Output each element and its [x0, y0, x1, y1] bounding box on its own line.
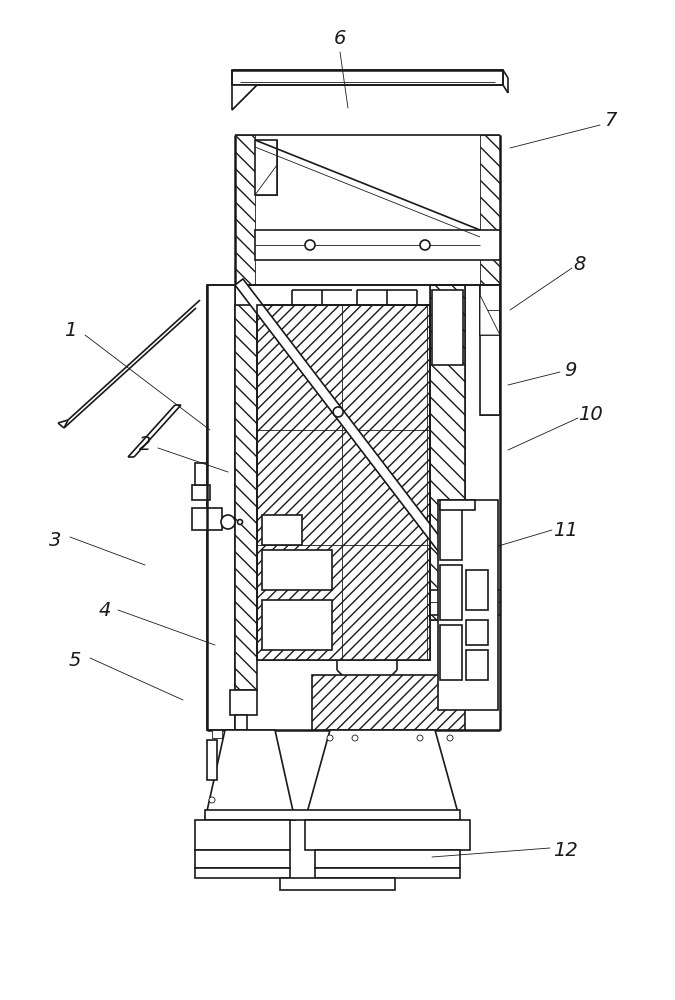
Bar [480, 285, 500, 335]
Bar [192, 485, 210, 500]
Text: 11: 11 [553, 520, 577, 540]
Bar [235, 305, 257, 690]
Circle shape [305, 240, 315, 250]
Bar [257, 305, 430, 660]
Bar [315, 868, 460, 878]
Bar [480, 135, 500, 285]
Bar [195, 463, 207, 485]
Bar [232, 70, 503, 85]
Bar [440, 625, 462, 680]
Circle shape [221, 515, 235, 529]
Circle shape [447, 735, 453, 741]
Circle shape [327, 735, 333, 741]
Circle shape [352, 735, 358, 741]
Bar [255, 140, 277, 195]
Bar [195, 850, 290, 868]
Bar [305, 820, 470, 850]
Polygon shape [305, 730, 460, 820]
Bar [432, 290, 463, 365]
Bar [207, 285, 235, 730]
Bar [262, 550, 332, 590]
Text: 7: 7 [604, 110, 616, 129]
Bar [212, 730, 222, 738]
Bar [195, 868, 290, 878]
Bar [440, 505, 462, 560]
Bar [235, 135, 255, 285]
Bar [430, 590, 500, 615]
Bar [207, 285, 235, 730]
Bar [255, 140, 277, 195]
Bar [480, 285, 500, 415]
Bar [438, 500, 498, 710]
Bar [230, 690, 257, 715]
Bar [480, 285, 500, 415]
Bar [257, 305, 430, 660]
Text: 4: 4 [99, 600, 111, 619]
Bar [312, 675, 465, 730]
Bar [466, 650, 488, 680]
Bar [235, 715, 247, 730]
Bar [430, 285, 465, 620]
Polygon shape [232, 85, 257, 110]
Circle shape [333, 407, 343, 417]
Bar [466, 620, 488, 645]
Bar [192, 508, 222, 530]
Bar [440, 565, 462, 620]
Text: 8: 8 [574, 255, 586, 274]
Bar [280, 878, 395, 890]
Circle shape [420, 240, 430, 250]
Text: 10: 10 [578, 406, 602, 424]
Bar [466, 570, 488, 610]
Polygon shape [480, 295, 500, 335]
Circle shape [209, 797, 215, 803]
Bar [430, 285, 465, 620]
Bar [262, 515, 302, 545]
Circle shape [238, 520, 242, 524]
Bar [262, 600, 332, 650]
Text: 12: 12 [553, 840, 577, 859]
Polygon shape [205, 730, 295, 820]
Polygon shape [235, 279, 491, 610]
Bar [205, 810, 460, 820]
Text: 1: 1 [64, 320, 76, 340]
Circle shape [417, 735, 423, 741]
Bar [195, 820, 290, 850]
Text: 6: 6 [334, 28, 346, 47]
Bar [315, 850, 460, 868]
Text: 9: 9 [564, 360, 576, 379]
Bar [230, 730, 240, 740]
Bar [255, 230, 500, 260]
Bar [440, 500, 475, 510]
Text: 3: 3 [49, 530, 61, 550]
Text: 5: 5 [69, 650, 81, 670]
Text: 2: 2 [139, 436, 151, 454]
Bar [207, 740, 217, 780]
